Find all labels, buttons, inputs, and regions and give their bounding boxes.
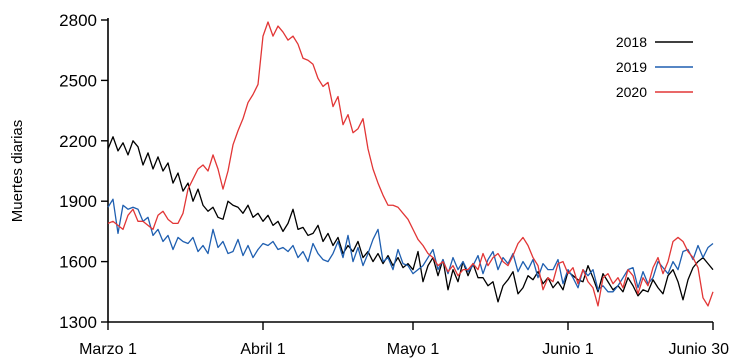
series-line-2019 [107,198,714,293]
x-tick-label: Marzo 1 [79,341,137,358]
legend-label-2018: 2018 [616,34,647,50]
legend-label-2020: 2020 [616,84,647,100]
y-tick-label: 1300 [59,313,97,332]
x-tick-label: Mayo 1 [387,341,440,358]
y-axis-label: Muertes diarias [9,120,26,223]
y-tick-label: 1900 [59,192,97,211]
series-line-2020 [107,21,714,307]
y-tick-label: 2200 [59,132,97,151]
y-tick-label: 2800 [59,11,97,30]
y-tick-label: 1600 [59,253,97,272]
chart-axes: 1300 1600 1900 2200 2500 2800 Marzo 1 Abril 1 Ma… [59,11,729,358]
x-tick-label: Junio 1 [542,341,594,358]
legend-label-2019: 2019 [616,59,647,75]
x-tick-label: Abril 1 [240,341,285,358]
x-tick-label: Junio 30 [669,341,730,358]
chart-legend: 2018 2019 2020 [616,34,693,100]
chart-series-lines [107,21,714,307]
series-line-2018 [107,136,714,303]
y-tick-label: 2500 [59,71,97,90]
